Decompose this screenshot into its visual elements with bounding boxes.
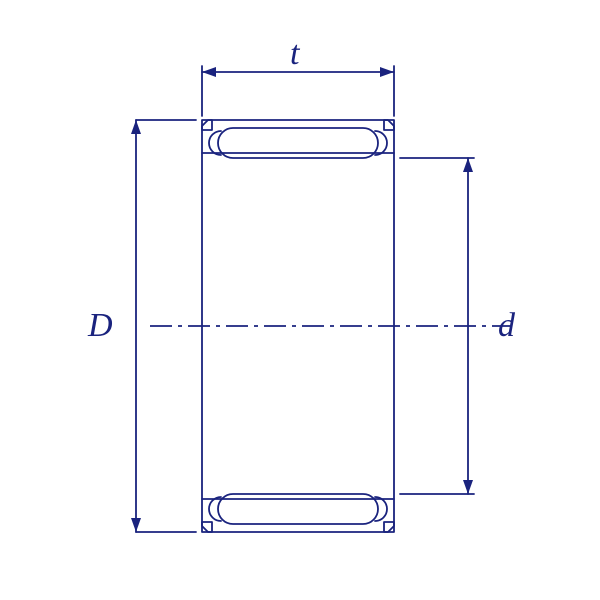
- dimension-label-t: t: [290, 35, 301, 72]
- drawing-layer: [131, 66, 510, 532]
- bearing-cross-section-diagram: D d t: [0, 0, 600, 600]
- dimension-label-d: d: [498, 307, 516, 344]
- dimension-label-D: D: [87, 307, 113, 344]
